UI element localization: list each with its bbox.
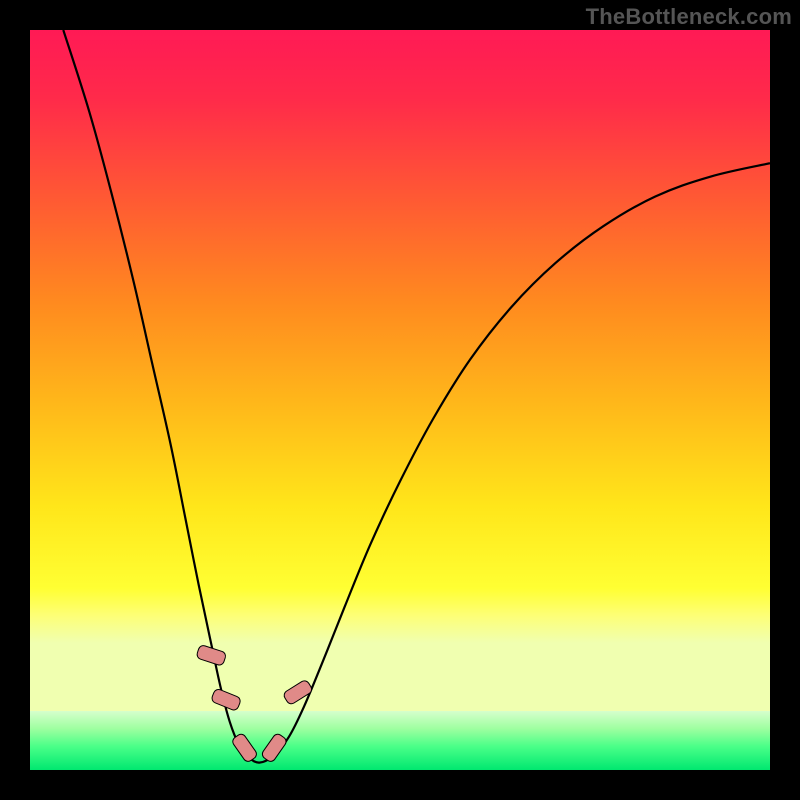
bottleneck-curve (63, 30, 770, 763)
curve-marker (231, 732, 259, 763)
watermark-text: TheBottleneck.com (586, 4, 792, 30)
chart-frame: TheBottleneck.com (0, 0, 800, 800)
plot-area (30, 30, 770, 770)
curve-marker (282, 679, 313, 706)
curve-overlay (30, 30, 770, 770)
curve-marker (260, 732, 288, 763)
curve-marker (196, 644, 227, 666)
